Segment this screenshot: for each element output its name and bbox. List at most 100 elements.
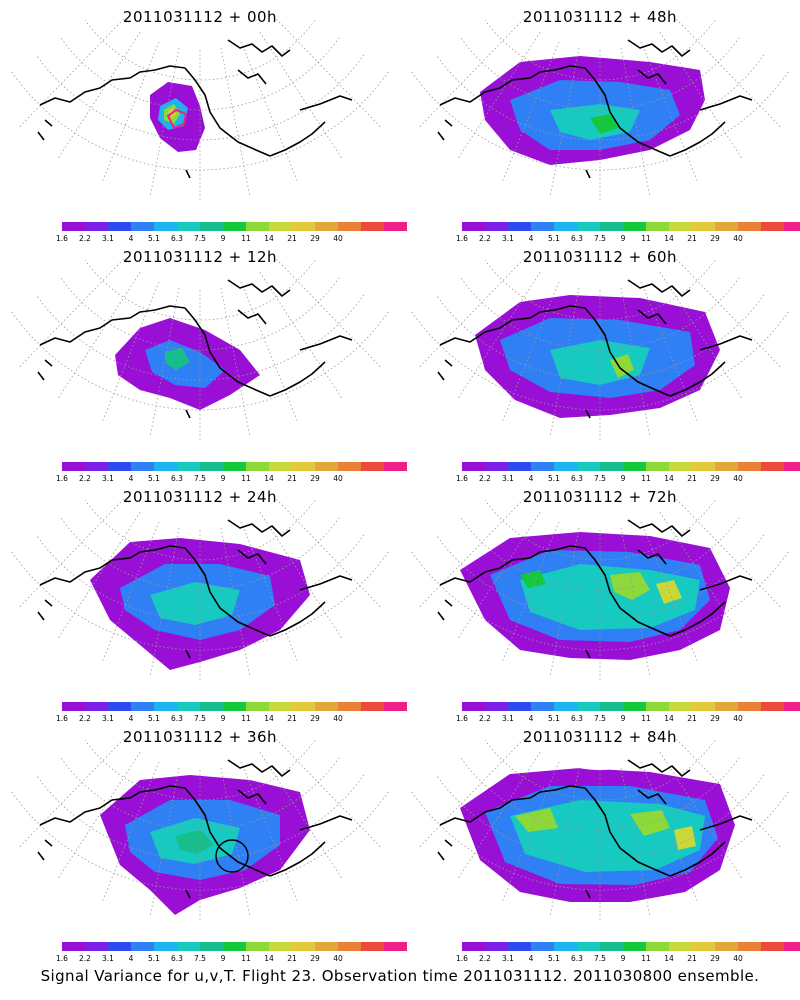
coastline (184, 67, 271, 157)
colorbar-swatch (784, 702, 800, 711)
colorbar-tick-label: 7.5 (594, 954, 606, 963)
colorbar-swatch (554, 702, 577, 711)
colorbar-tick-label: 11 (241, 474, 251, 483)
coastline (185, 649, 191, 659)
colorbar-swatch (269, 702, 292, 711)
colorbar-tick-label: 3.1 (102, 954, 114, 963)
colorbar-swatch (361, 702, 384, 711)
longitude-line (149, 47, 180, 196)
colorbar-swatch (600, 702, 623, 711)
latitude-line (35, 774, 365, 861)
colorbar-swatch (554, 942, 577, 951)
colorbar-swatch (62, 942, 85, 951)
coastline (627, 759, 691, 777)
colorbar-tick-label: 9 (620, 234, 626, 243)
projection-map (11, 258, 389, 440)
colorbar-swatch (154, 702, 177, 711)
coastline (185, 889, 191, 899)
longitude-line (458, 32, 541, 159)
projection-map (11, 738, 389, 920)
coastline (299, 95, 353, 111)
colorbar-swatch (154, 942, 177, 951)
latitude-line (411, 311, 789, 411)
longitude-line (58, 752, 141, 879)
colorbar-swatch (108, 462, 131, 471)
colorbar-swatch (315, 702, 338, 711)
colorbar-tick-label: 11 (641, 714, 651, 723)
colorbar-swatch (761, 222, 784, 231)
colorbar-swatch (131, 222, 154, 231)
coastline (237, 549, 267, 565)
colorbar-tick-label: 3.1 (102, 714, 114, 723)
colorbar-tick-label: 3.1 (102, 234, 114, 243)
map-panel-48h: 2011031112 + 48h 1.6 2.2 3.1 4 5.1 6.3 7.5 9 11 14… (400, 0, 800, 243)
colorbar-swatch (315, 222, 338, 231)
colorbar-swatch (269, 222, 292, 231)
colorbar-tick-label: 7.5 (594, 234, 606, 243)
colorbar-swatch (485, 462, 508, 471)
map-panel-00h: 2011031112 + 00h 1.6 2.2 3.1 4 5.1 6.3 7.5 9 11 14… (0, 0, 407, 243)
coastline (237, 69, 267, 85)
colorbar-swatch (315, 462, 338, 471)
colorbar-swatch (108, 702, 131, 711)
colorbar-swatch (784, 942, 800, 951)
longitude-line (240, 41, 298, 182)
longitude-line (276, 738, 381, 848)
colorbar-swatch (462, 222, 485, 231)
coastline (637, 789, 667, 805)
variance-contour (515, 808, 558, 832)
coastline (529, 65, 586, 79)
colorbar-swatch (85, 942, 108, 951)
coastline (299, 575, 353, 591)
colorbar-swatch (692, 942, 715, 951)
coastline (299, 815, 353, 831)
coastline (585, 169, 591, 179)
colorbar-tick-label: 29 (710, 714, 720, 723)
colorbar-tick-label: 7.5 (194, 714, 206, 723)
colorbar (62, 462, 407, 471)
coastline (699, 575, 753, 591)
colorbar-swatch (784, 462, 800, 471)
colorbar-swatch (738, 942, 761, 951)
colorbar-tick-label: 7.5 (194, 954, 206, 963)
colorbar-swatch (384, 702, 407, 711)
colorbar-tick-label: 5.1 (548, 714, 560, 723)
longitude-line (240, 521, 298, 662)
colorbar-tick-label: 3.1 (502, 474, 514, 483)
colorbar-swatch (784, 222, 800, 231)
latitude-line (411, 551, 789, 651)
latitude-line (35, 54, 365, 141)
colorbar-tick-label: 4 (128, 954, 134, 963)
colorbar-swatch (384, 462, 407, 471)
coastline (129, 785, 186, 799)
colorbar-swatch (384, 942, 407, 951)
colorbar-swatch (646, 702, 669, 711)
colorbar-tick-label: 5.1 (148, 234, 160, 243)
longitude-line (676, 498, 781, 608)
colorbar-swatch (292, 222, 315, 231)
projection-map (411, 258, 789, 440)
colorbar-tick-label: 14 (264, 954, 274, 963)
coastline (627, 519, 691, 537)
variance-contour (520, 564, 700, 630)
colorbar (62, 222, 407, 231)
colorbar-swatch (485, 942, 508, 951)
longitude-line (102, 41, 160, 182)
longitude-line (58, 272, 141, 399)
latitude-line (11, 71, 389, 171)
longitude-line (240, 281, 298, 422)
longitude-line (659, 272, 742, 399)
colorbar-swatch (623, 462, 646, 471)
colorbar-swatch (177, 462, 200, 471)
colorbar-swatch (600, 462, 623, 471)
colorbar-tick-label: 11 (641, 234, 651, 243)
flight-track (166, 108, 188, 130)
colorbar (462, 222, 800, 231)
longitude-line (659, 32, 742, 159)
panel-title: 2011031112 + 24h (122, 488, 278, 506)
panel-title: 2011031112 + 72h (522, 488, 678, 506)
coastline (437, 599, 453, 621)
colorbar-labels: 1.6 2.2 3.1 4 5.1 6.3 7.5 9 11 14 21 29 40 (456, 234, 761, 244)
colorbar-tick-label: 9 (220, 714, 226, 723)
coastline (439, 557, 531, 586)
